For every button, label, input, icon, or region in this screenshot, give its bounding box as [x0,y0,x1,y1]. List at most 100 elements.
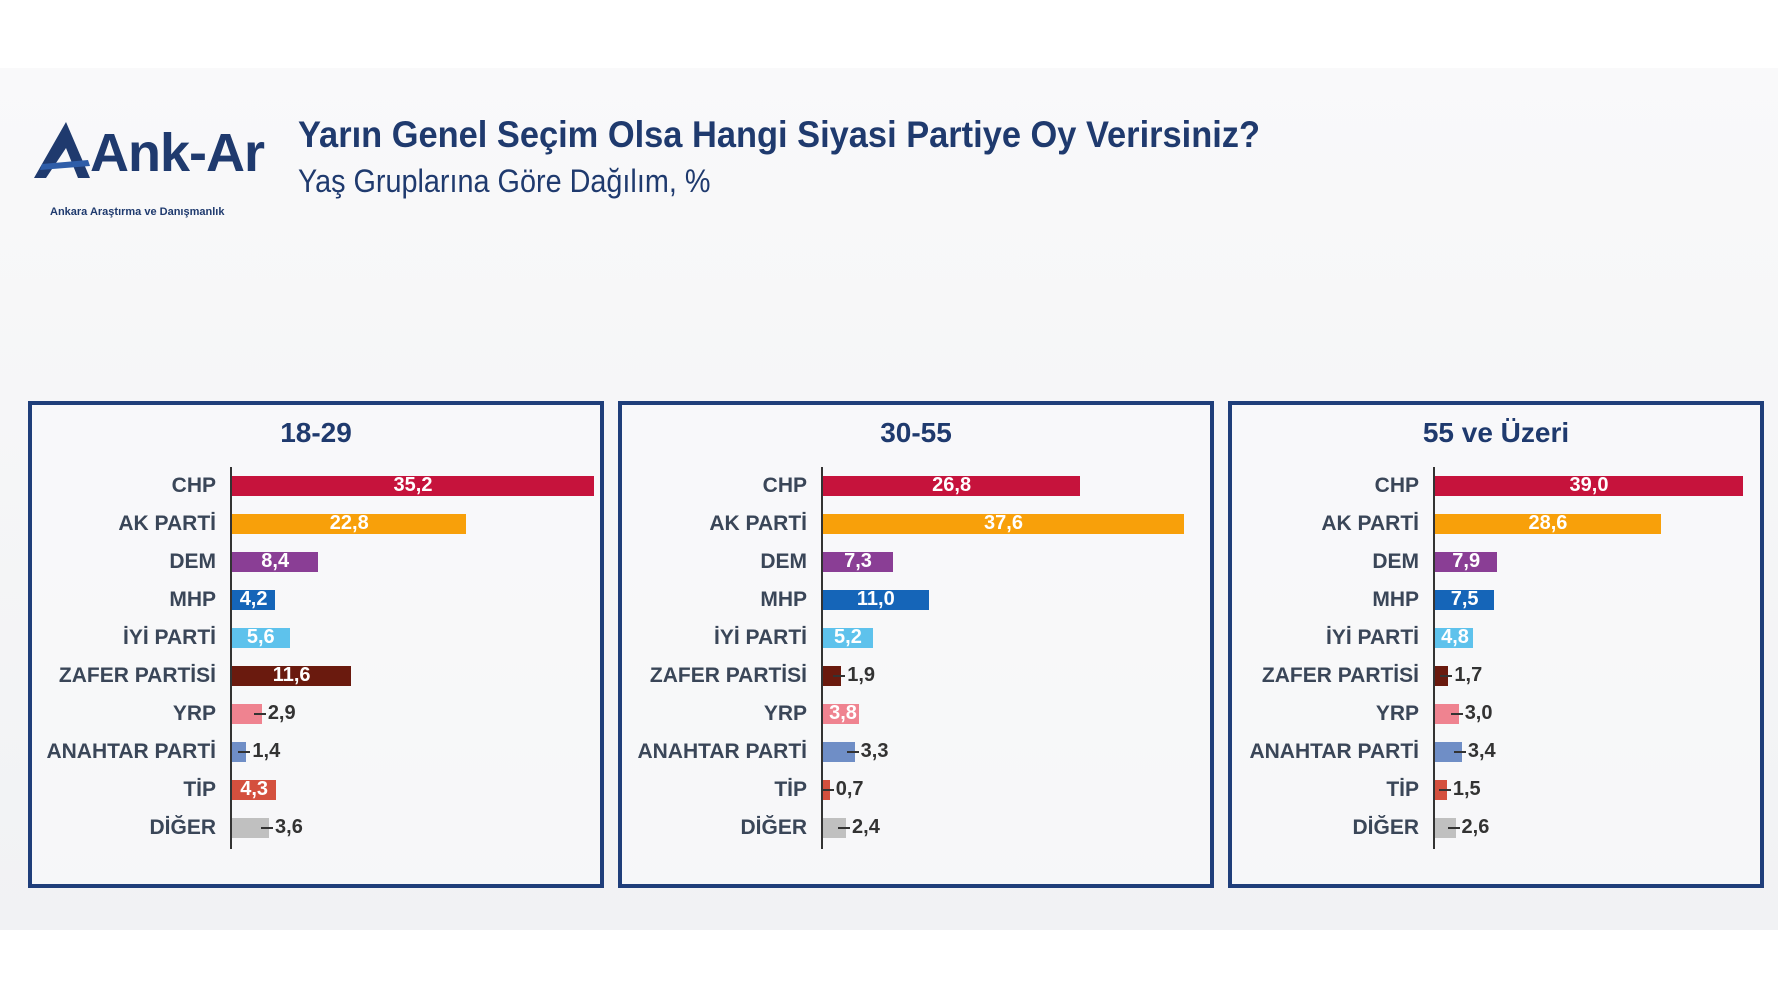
category-label: MHP [760,588,807,611]
leader-line [1447,827,1460,829]
category-label: DİĞER [1352,816,1419,839]
category-label: CHP [762,474,807,497]
data-label: 1,9 [847,664,876,686]
panel-title: 18-29 [280,417,352,448]
bar [823,818,847,838]
data-label: 11,6 [272,664,311,686]
leader-line [1450,713,1463,715]
ankar-logo: Ank-Ar Ankara Araştırma ve Danışmanlık [32,122,272,222]
data-label: 2,4 [852,816,880,838]
leader-line [238,751,251,753]
bar-row: AK PARTİ 28,6 [1232,505,1760,543]
bar [823,514,1184,534]
data-label: 3,6 [275,816,303,838]
bar-row: YRP 2,9 [32,695,600,733]
bar-row: CHP 39,0 [1232,467,1760,505]
category-label: ANAHTAR PARTİ [637,740,807,763]
category-label: TİP [774,778,807,801]
leader-line [821,789,834,791]
data-label: 4,3 [240,778,269,800]
category-label: ZAFER PARTİSİ [649,664,807,687]
bar-row: ANAHTAR PARTİ 3,4 [1232,733,1760,771]
data-label: 26,8 [932,474,972,496]
bar-row: AK PARTİ 22,8 [32,505,600,543]
leader-line [833,675,846,677]
page-title: Yarın Genel Seçim Olsa Hangi Siyasi Part… [298,114,1261,155]
bar [232,514,467,534]
category-label: CHP [1374,474,1419,497]
bar-row: DİĞER 3,6 [32,809,600,847]
bar [823,666,842,686]
bar-row: CHP 26,8 [622,467,1210,505]
category-label: DİĞER [149,816,216,839]
bar [1435,704,1459,724]
data-label: 3,4 [1467,740,1496,762]
data-label: 28,6 [1528,512,1568,534]
category-label: DEM [169,550,216,573]
category-label: AK PARTİ [118,512,216,535]
bar-row: DEM 8,4 [32,543,600,581]
data-label: 7,9 [1452,550,1481,572]
bar [1435,818,1456,838]
bar [823,704,860,724]
bar-row: ANAHTAR PARTİ 3,3 [622,733,1210,771]
bar-row: TİP 4,3 [32,771,600,809]
leader-line [846,751,859,753]
bar-row: DEM 7,9 [1232,543,1760,581]
category-label: AK PARTİ [709,512,807,535]
data-label: 5,6 [246,626,275,648]
data-label: 7,3 [844,550,872,572]
axis-line [821,467,823,849]
bar-row: MHP 4,2 [32,581,600,619]
bar-row: MHP 11,0 [622,581,1210,619]
data-label: 1,7 [1454,664,1483,686]
category-label: YRP [763,702,807,725]
bar-row: DİĞER 2,4 [622,809,1210,847]
panel-55-plus: 55 ve Üzeri CHP 39,0 AK PARTİ 28,6 DEM 7,9 MHP… [1228,401,1764,888]
category-label: TİP [183,778,216,801]
bar [1435,514,1661,534]
bar [823,628,873,648]
bar-row: ZAFER PARTİSİ 11,6 [32,657,600,695]
bar [1435,590,1495,610]
data-label: 3,0 [1464,702,1493,724]
leader-line [1438,789,1451,791]
category-label: İYİ PARTİ [123,626,216,649]
bar [232,628,290,648]
data-label: 39,0 [1569,474,1609,496]
data-label: 35,2 [393,474,433,496]
category-label: DİĞER [740,816,807,839]
category-label: İYİ PARTİ [1326,626,1419,649]
category-label: ZAFER PARTİSİ [1261,664,1419,687]
bar-row: ZAFER PARTİSİ 1,7 [1232,657,1760,695]
category-label: MHP [1372,588,1419,611]
category-label: İYİ PARTİ [714,626,807,649]
data-label: 8,4 [261,550,290,572]
panel-title: 30-55 [880,417,952,448]
data-label: 0,7 [835,778,864,800]
data-label: 4,8 [1441,626,1469,648]
bar-row: TİP 1,5 [1232,771,1760,809]
category-label: TİP [1386,778,1419,801]
bar [232,552,319,572]
bar [823,476,1081,496]
category-label: ANAHTAR PARTİ [46,740,216,763]
leader-line [261,827,274,829]
data-label: 2,6 [1461,816,1490,838]
data-label: 4,2 [239,588,268,610]
category-label: ZAFER PARTİSİ [58,664,216,687]
data-label: 3,3 [860,740,889,762]
logo-a-icon [34,122,90,178]
leader-line [253,713,266,715]
panel-30-55: 30-55 CHP 26,8 AK PARTİ 37,6 DEM 7,3 MHP 11,0 İY… [618,401,1214,888]
panel-18-29: 18-29 CHP 35,2 AK PARTİ 22,8 DEM 8,4 MHP 4,2 İYİ… [28,401,604,888]
bar [232,476,594,496]
bar [232,704,262,724]
data-label: 22,8 [329,512,369,534]
bar-row: ZAFER PARTİSİ 1,9 [622,657,1210,695]
panel-title: 55 ve Üzeri [1422,417,1570,448]
data-label: 1,4 [252,740,281,762]
bar [823,590,929,610]
bar [1435,628,1473,648]
bar [232,818,270,838]
